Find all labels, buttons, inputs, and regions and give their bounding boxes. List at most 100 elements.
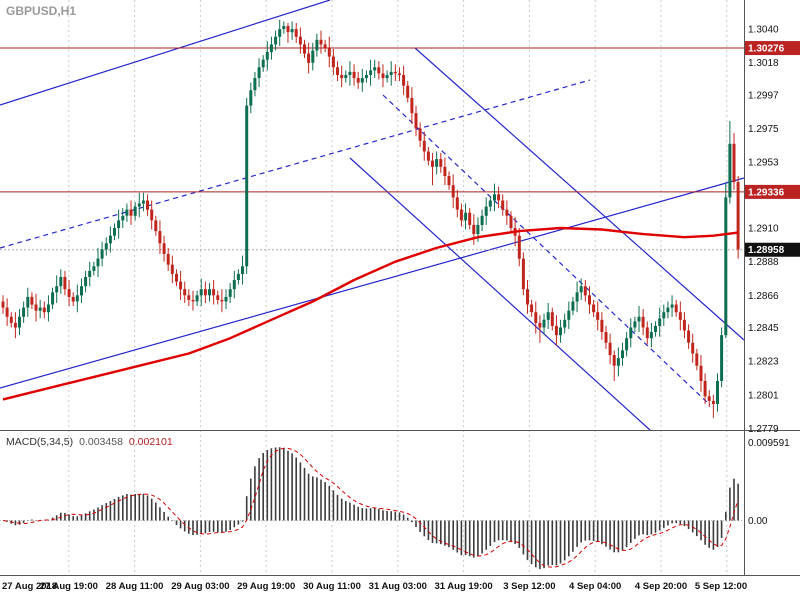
candle-body [290,29,294,33]
y-axis-tick: 1.2779 [748,424,779,435]
candle-body [5,307,9,317]
candle-body [344,75,348,79]
candle-body [716,381,719,404]
candle-body [352,71,356,78]
candle-body [146,200,149,210]
candle-body [373,67,377,71]
candle-body [232,280,236,290]
candle-body [691,342,695,354]
candle-body [707,396,711,401]
candle-body [30,296,34,305]
horizontal-levels-layer [0,47,744,251]
candle-body [80,286,83,296]
macd-panel[interactable] [0,431,744,575]
candle-body [121,215,125,221]
candle-body [459,209,463,221]
candle-body [493,194,496,201]
candle-body [567,310,571,320]
macd-main-value: 0.003458 [79,436,123,448]
macd-signal-line [2,447,739,568]
candle-body [166,254,170,265]
candle-body [728,143,732,198]
candle-body [422,140,426,152]
candle-body [216,295,220,300]
candle-body [662,312,666,319]
main-chart-area[interactable] [0,0,744,430]
y-axis-tick: 1.2975 [748,124,779,135]
candle-body [51,292,55,305]
candle-body [389,71,393,75]
candle-body [497,194,501,201]
candle-body [46,304,50,313]
candle-body [546,312,550,320]
candle-body [303,44,306,54]
moving-average-line[interactable] [2,226,739,401]
candle-body [228,289,232,297]
candle-body [410,97,414,114]
candle-body [501,200,505,210]
candle-body [133,206,137,216]
candle-body [616,358,620,366]
candle-body [736,182,740,250]
price-label-text-support: 1.29336 [748,187,785,198]
time-axis-label: 27 Aug 19:00 [40,581,98,592]
trendline[interactable] [414,47,745,341]
candle-body [88,270,92,277]
y-axis-tick: 1.2997 [748,90,779,101]
candle-body [596,312,600,320]
moving-average-layer [2,226,739,401]
candle-body [187,295,191,300]
trendline[interactable] [0,0,331,106]
candle-body [323,44,327,48]
candle-body [84,277,88,287]
y-axis-tick: 1.2823 [748,357,779,368]
candle-body [724,197,728,336]
candle-body [670,304,674,308]
trendline[interactable] [0,79,591,249]
y-axis-tick: 1.2888 [748,257,779,268]
candle-body [298,36,302,45]
symbol-title: GBPUSD,H1 [6,4,76,18]
candle-body [633,321,637,328]
candle-body [732,143,736,183]
candle-body [571,301,575,311]
candle-body [71,296,75,302]
candle-body [695,353,699,366]
candle-body [637,316,641,322]
candle-body [592,304,596,313]
candle-body [158,231,162,244]
candle-body [542,319,546,328]
candle-body [348,71,352,75]
candle-body [199,289,203,296]
candle-body [191,299,195,302]
candle-body [92,266,96,271]
candle-body [331,56,335,68]
candle-body [212,289,216,296]
candle-body [269,44,273,53]
candle-body [530,304,534,313]
price-label-box-support [745,184,800,199]
candle-body [447,176,451,186]
y-axis-tick: 1.2801 [748,390,779,401]
candle-body [75,295,79,302]
time-axis-label: 31 Aug 19:00 [434,581,492,592]
macd-axis-tick: 0.00 [748,516,768,527]
macd-indicator-label: MACD(5,34,5) 0.003458 0.002101 [6,436,173,448]
time-axis-label: 30 Aug 11:00 [303,581,361,592]
candle-body [241,266,244,274]
candle-body [563,319,567,328]
price-axis[interactable] [745,0,800,575]
macd-layer [0,447,744,570]
trendline[interactable] [349,157,651,431]
candle-body [554,325,558,336]
y-axis-tick: 1.2866 [748,291,779,302]
candle-body [431,160,434,167]
candle-body [476,224,480,235]
candle-body [484,206,488,216]
trendline[interactable] [382,94,711,406]
candle-body [439,159,443,167]
candle-body [559,327,562,336]
trendline[interactable] [0,177,745,389]
candle-body [183,289,187,296]
